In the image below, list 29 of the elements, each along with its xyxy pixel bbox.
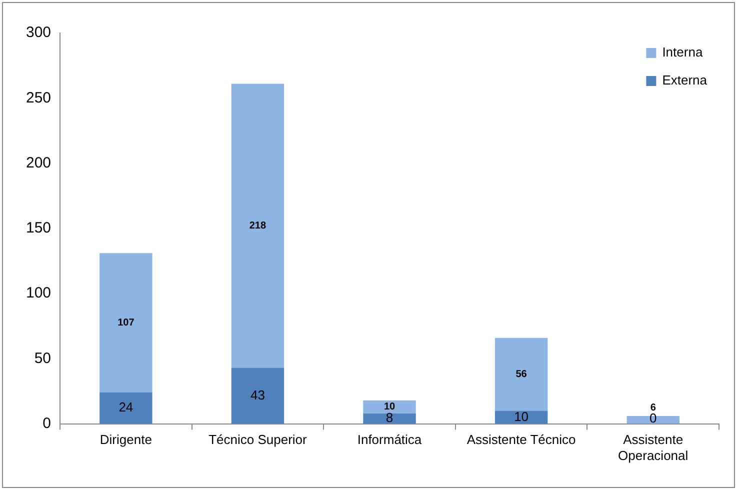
x-tick-label: Assistente Técnico [466,432,576,448]
x-tick-label: Assistente Operacional [618,432,688,463]
y-tick-label: 0 [42,414,52,432]
data-label: 56 [516,369,528,380]
x-tick-label: Técnico Superior [208,432,308,448]
data-label: 10 [384,402,396,413]
data-label: 24 [118,400,134,415]
y-tick-label: 100 [26,284,52,302]
data-label: 43 [250,387,265,402]
bar [363,413,416,424]
y-tick-label: 300 [26,24,52,42]
bar [231,368,284,424]
data-label: 218 [249,220,266,232]
x-tick-label: Dirigente [100,432,152,448]
x-tick-label: Informática [357,432,422,448]
data-label: 8 [386,410,394,426]
y-tick-label: 250 [26,89,52,106]
y-tick-label: 50 [34,350,52,367]
bar [100,392,152,424]
legend-label: Externa [662,72,708,88]
y-tick-label: 200 [26,154,52,172]
data-label: 107 [118,318,135,329]
bar [231,84,284,368]
y-tick-label: 150 [26,220,52,237]
bar [363,400,416,414]
bar [494,338,548,411]
bar [100,253,152,393]
legend-label: Interna [662,44,704,60]
data-label: 10 [514,408,529,424]
